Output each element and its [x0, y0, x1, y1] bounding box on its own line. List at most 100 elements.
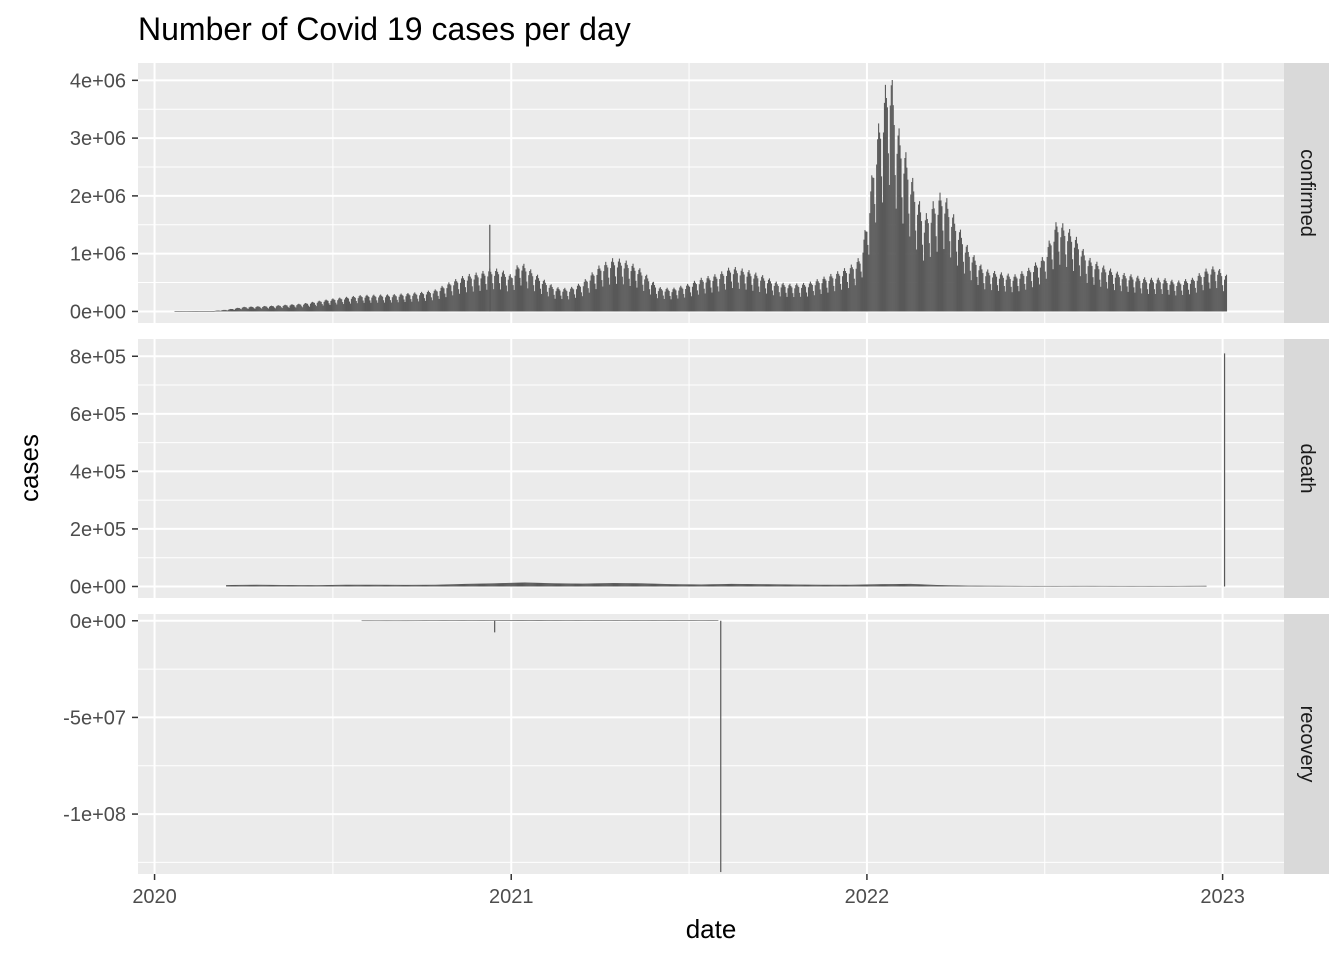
bar: [836, 584, 838, 587]
bar: [854, 584, 856, 587]
bar: [471, 286, 473, 312]
bar: [679, 287, 681, 312]
bar: [963, 273, 965, 312]
bar: [1039, 585, 1041, 587]
bar: [698, 584, 700, 587]
bar: [709, 280, 711, 312]
bar: [252, 307, 254, 312]
bar: [1182, 585, 1184, 587]
bar: [997, 290, 1000, 312]
bar: [244, 584, 246, 587]
bar: [324, 585, 326, 587]
bar: [182, 311, 184, 312]
bar: [788, 584, 790, 587]
bar: [809, 281, 811, 312]
bar: [1061, 585, 1063, 587]
bar: [807, 287, 809, 312]
bar: [461, 620, 464, 621]
bar: [901, 583, 903, 587]
bar-series-confirmed: [174, 80, 1228, 313]
bar: [264, 305, 266, 312]
bar: [1069, 229, 1071, 312]
bar: [322, 585, 324, 587]
bar: [192, 311, 194, 312]
bar: [890, 584, 892, 587]
bar: [1009, 585, 1011, 587]
bar: [575, 583, 578, 587]
bar: [508, 275, 510, 312]
bar: [1157, 585, 1159, 587]
bar: [916, 584, 918, 587]
bar: [383, 302, 386, 312]
bar: [501, 272, 504, 312]
bar: [783, 584, 785, 587]
bar: [327, 300, 329, 312]
bar: [374, 620, 376, 622]
bar: [400, 584, 402, 587]
bar: [619, 583, 621, 587]
bar: [523, 582, 525, 587]
bar: [531, 582, 533, 587]
bar: [687, 584, 689, 587]
bar: [1026, 585, 1028, 587]
bar: [246, 584, 248, 587]
bar: [1051, 585, 1053, 587]
bar: [1154, 293, 1156, 312]
bar: [602, 583, 604, 587]
bar: [701, 280, 703, 312]
bar: [729, 583, 732, 587]
bar: [278, 305, 280, 312]
bar: [627, 268, 629, 312]
bar: [501, 620, 504, 621]
bar: [1082, 585, 1084, 587]
bar: [235, 584, 237, 587]
bar: [201, 311, 203, 312]
bar: [454, 281, 456, 312]
bar: [1130, 274, 1132, 312]
bar: [437, 584, 439, 587]
bar: [386, 620, 389, 622]
bar: [643, 290, 645, 312]
bar: [347, 584, 350, 587]
bar: [1118, 585, 1120, 587]
bar: [645, 583, 647, 587]
bar: [455, 279, 457, 312]
bar: [424, 300, 427, 312]
bar: [582, 286, 584, 312]
bar: [475, 272, 477, 312]
bar: [981, 585, 983, 587]
bar: [463, 279, 466, 312]
bar: [679, 620, 681, 621]
bar: [851, 584, 853, 587]
bar: [306, 303, 308, 312]
bar: [991, 585, 993, 587]
bar: [812, 291, 814, 312]
bar: [569, 583, 571, 587]
bar: [396, 584, 398, 587]
bar: [848, 273, 850, 312]
bar: [383, 584, 385, 587]
bar: [958, 585, 961, 587]
bar: [352, 295, 354, 312]
bar: [451, 620, 453, 621]
bar: [586, 583, 588, 587]
bar: [371, 620, 373, 622]
bar: [1161, 293, 1163, 312]
bar: [758, 286, 760, 312]
bar: [743, 274, 745, 312]
bar: [1134, 292, 1136, 312]
bar: [618, 620, 620, 621]
bar: [1152, 585, 1154, 587]
bar: [581, 296, 583, 312]
bar: [689, 584, 692, 587]
bar: [583, 583, 585, 587]
bar: [367, 584, 369, 587]
bar: [747, 584, 749, 587]
bar: [209, 311, 211, 312]
bar: [339, 584, 341, 587]
bar: [762, 584, 764, 587]
bar: [231, 584, 234, 587]
bar: [506, 291, 508, 312]
bar: [633, 620, 635, 621]
